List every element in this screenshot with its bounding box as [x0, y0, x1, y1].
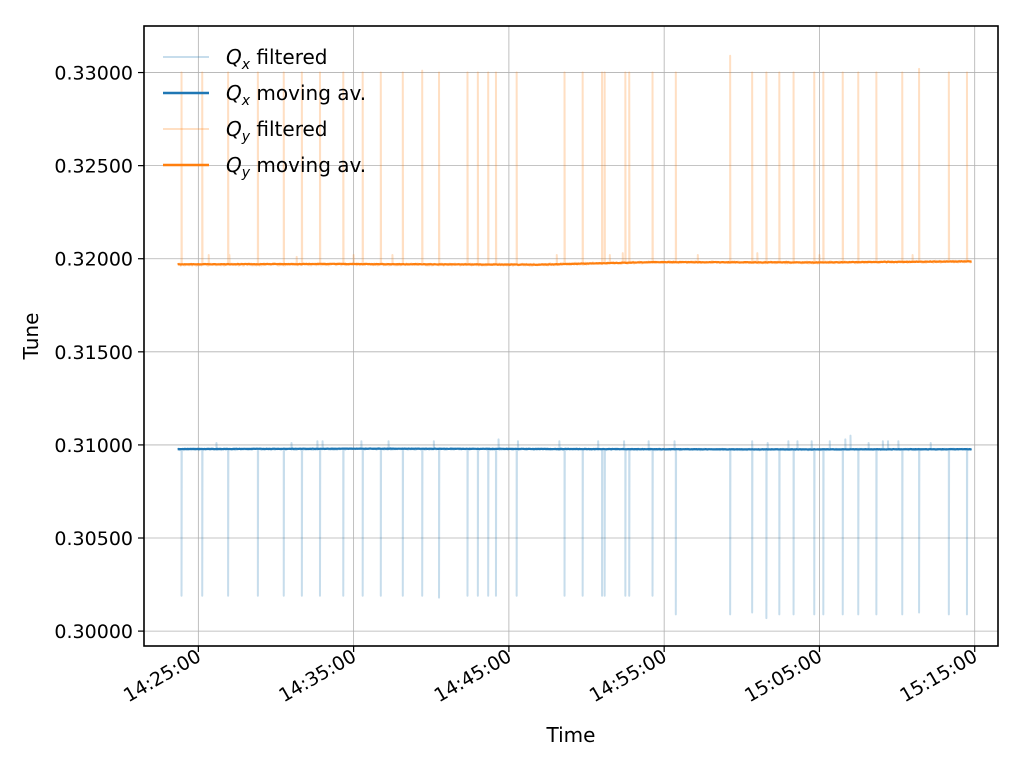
series-line-q-x-moving-av [177, 447, 972, 451]
legend-text: moving av. [250, 81, 366, 105]
y-tick-label: 0.30500 [54, 528, 133, 550]
legend-subscript: x [241, 93, 251, 109]
legend-label-q-x-moving-av: Qx moving av. [226, 81, 366, 109]
x-axis-title: Time [546, 723, 596, 747]
plot-frame [143, 25, 999, 647]
legend-symbol: Q [226, 117, 242, 141]
grid-lines [144, 26, 998, 646]
x-tick-label: 15:05:00 [741, 645, 826, 707]
legend-subscript: x [241, 57, 251, 73]
y-tick-label: 0.32000 [54, 249, 133, 271]
legend-symbol: Q [226, 45, 242, 69]
x-tick-label: 14:25:00 [120, 645, 205, 707]
legend-symbol: Q [226, 81, 242, 105]
legend-label-q-y-moving-av: Qy moving av. [226, 153, 366, 181]
y-tick-label: 0.31500 [54, 342, 133, 364]
x-tick-label: 14:45:00 [430, 645, 515, 707]
legend-text: moving av. [250, 153, 366, 177]
x-tick-label: 15:15:00 [896, 645, 981, 707]
plot-background [144, 26, 998, 646]
legend-text: filtered [250, 117, 327, 141]
series-line-q-y-moving-av [177, 260, 972, 266]
legend-subscript: y [241, 165, 251, 181]
x-tick-label: 14:55:00 [586, 645, 671, 707]
legend-label-q-y-filtered: Qy filtered [226, 117, 328, 145]
x-tick-label: 14:35:00 [275, 645, 360, 707]
y-tick-label: 0.31000 [54, 435, 133, 457]
y-tick-label: 0.30000 [54, 621, 133, 643]
y-axis-title: Tune [19, 313, 43, 361]
y-tick-label: 0.33000 [54, 63, 133, 85]
legend-symbol: Q [226, 153, 242, 177]
series-layer [176, 54, 973, 620]
legend-text: filtered [250, 45, 327, 69]
legend-subscript: y [241, 129, 251, 145]
x-axis: 14:25:00 14:35:00 14:45:00 14:55:00 15:05:00… [120, 645, 981, 707]
legend-label-q-x-filtered: Qx filtered [226, 45, 328, 73]
y-axis: 0.30000 0.30500 0.31000 0.31500 0.32000 0.325… [54, 63, 144, 643]
y-tick-label: 0.32500 [54, 156, 133, 178]
